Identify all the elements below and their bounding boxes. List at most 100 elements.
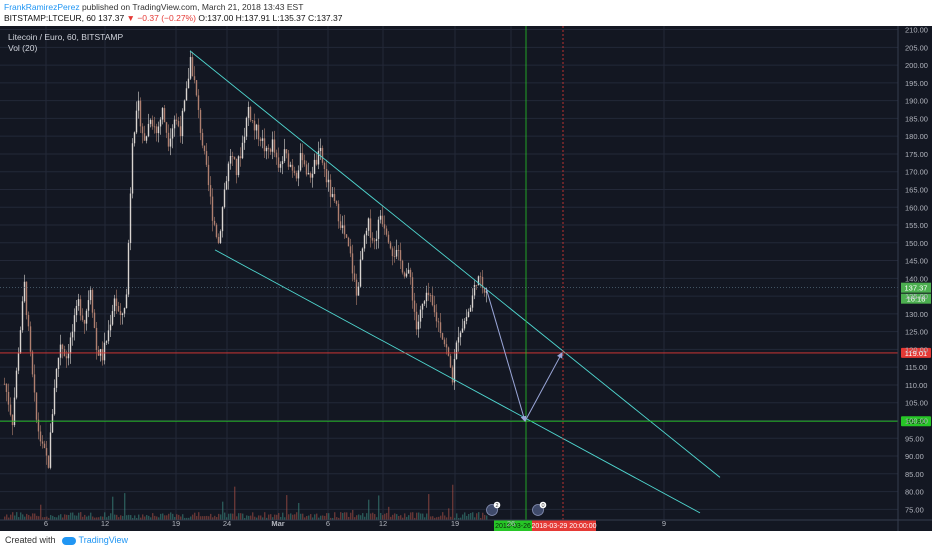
candle-body bbox=[187, 78, 190, 89]
volume-bar bbox=[376, 517, 378, 520]
candle-body bbox=[181, 110, 184, 137]
candle-body bbox=[255, 124, 258, 131]
volume-bar bbox=[74, 515, 76, 520]
y-tick-label: 135.00 bbox=[905, 292, 928, 301]
candle-body bbox=[363, 235, 366, 249]
chart-legend-title: Litecoin / Euro, 60, BITSTAMP bbox=[8, 32, 123, 42]
price-chart[interactable]: 119.01 99.80 2018-03-26 2018-03-29 20:00:00… bbox=[0, 26, 932, 531]
event-marker[interactable]: 0 bbox=[532, 501, 547, 516]
volume-bar bbox=[56, 517, 58, 520]
volume-bar bbox=[414, 517, 416, 520]
volume-bar bbox=[116, 514, 118, 520]
volume-bar bbox=[344, 512, 346, 520]
volume-bar bbox=[14, 515, 16, 520]
volume-bar bbox=[78, 512, 80, 520]
y-tick-label: 200.00 bbox=[905, 61, 928, 70]
countdown-label: 16:18 bbox=[907, 295, 926, 304]
candle-body bbox=[123, 308, 126, 314]
candle-body bbox=[55, 368, 58, 388]
volume-bar bbox=[150, 517, 152, 520]
volume-bar bbox=[4, 516, 6, 520]
volume-bar bbox=[212, 517, 214, 520]
volume-bar bbox=[284, 517, 286, 520]
candle-body bbox=[253, 120, 256, 131]
candle-body bbox=[87, 300, 90, 311]
projection-arrow bbox=[485, 287, 527, 423]
candle-body bbox=[277, 157, 280, 168]
candle-body bbox=[161, 108, 164, 120]
volume-bar bbox=[100, 516, 102, 520]
volume-bar bbox=[422, 513, 424, 520]
candle-body bbox=[39, 431, 42, 442]
candle-body bbox=[365, 230, 368, 236]
candle-body bbox=[121, 313, 124, 315]
volume-bar bbox=[202, 516, 204, 520]
candle-body bbox=[227, 163, 230, 182]
volume-bar bbox=[70, 512, 72, 520]
volume-bar bbox=[348, 516, 350, 520]
volume-bar bbox=[386, 512, 388, 520]
volume-bar bbox=[254, 516, 256, 520]
volume-bar bbox=[338, 517, 340, 520]
candle-body bbox=[429, 295, 432, 296]
candle-body bbox=[49, 432, 52, 468]
candle-body bbox=[307, 173, 310, 175]
candle-body bbox=[413, 300, 416, 312]
volume-bar bbox=[154, 515, 156, 520]
candle-body bbox=[153, 126, 156, 128]
volume-bar bbox=[330, 517, 332, 520]
candle-body bbox=[191, 57, 194, 77]
volume-bar bbox=[40, 504, 42, 520]
volume-bar bbox=[248, 515, 250, 520]
candle-body bbox=[29, 326, 32, 352]
candle-body bbox=[421, 303, 424, 310]
volume-bar bbox=[274, 514, 276, 520]
volume-bar bbox=[186, 517, 188, 520]
volume-bar bbox=[486, 515, 488, 520]
volume-bar bbox=[122, 515, 124, 520]
candle-body bbox=[347, 237, 350, 247]
y-tick-label: 195.00 bbox=[905, 79, 928, 88]
candle-body bbox=[61, 344, 64, 350]
candle-body bbox=[431, 295, 434, 306]
event-marker[interactable]: 2 bbox=[486, 501, 501, 516]
candle-body bbox=[459, 332, 462, 338]
candle-body bbox=[433, 305, 436, 313]
candle-body bbox=[31, 351, 34, 375]
y-tick-label: 155.00 bbox=[905, 221, 928, 230]
candle-body bbox=[69, 337, 72, 354]
volume-bar bbox=[50, 515, 52, 520]
candle-body bbox=[209, 185, 212, 197]
volume-bar bbox=[256, 517, 258, 520]
candle-body bbox=[375, 238, 378, 241]
chart-area[interactable]: 119.01 99.80 2018-03-26 2018-03-29 20:00:00… bbox=[0, 26, 932, 531]
volume-bar bbox=[484, 514, 486, 520]
candle-body bbox=[109, 324, 112, 331]
candle-body bbox=[279, 164, 282, 168]
candle-body bbox=[477, 276, 480, 286]
projection-arrow bbox=[524, 352, 563, 422]
candle-body bbox=[299, 153, 302, 171]
volume-bar bbox=[54, 517, 56, 520]
author-link[interactable]: FrankRamirezPerez bbox=[4, 2, 80, 12]
candle-body bbox=[303, 160, 306, 165]
volume-bar bbox=[480, 517, 482, 520]
volume-bar bbox=[282, 512, 284, 520]
volume-bar bbox=[454, 517, 456, 520]
candle-body bbox=[475, 285, 478, 286]
x-tick-label: 12 bbox=[101, 519, 109, 528]
candle-body bbox=[145, 136, 148, 141]
volume-bar bbox=[296, 512, 298, 520]
tradingview-brand[interactable]: TradingView bbox=[78, 535, 129, 545]
volume-bar bbox=[370, 513, 372, 520]
volume-bar bbox=[438, 516, 440, 520]
candle-body bbox=[147, 123, 150, 137]
candle-body bbox=[315, 159, 318, 165]
volume-bar bbox=[182, 514, 184, 520]
volume-bar bbox=[406, 516, 408, 520]
candle-body bbox=[281, 161, 284, 165]
candle-body bbox=[311, 173, 314, 178]
date-tag bbox=[532, 520, 596, 531]
candle-body bbox=[261, 138, 264, 141]
volume-bar bbox=[304, 517, 306, 520]
